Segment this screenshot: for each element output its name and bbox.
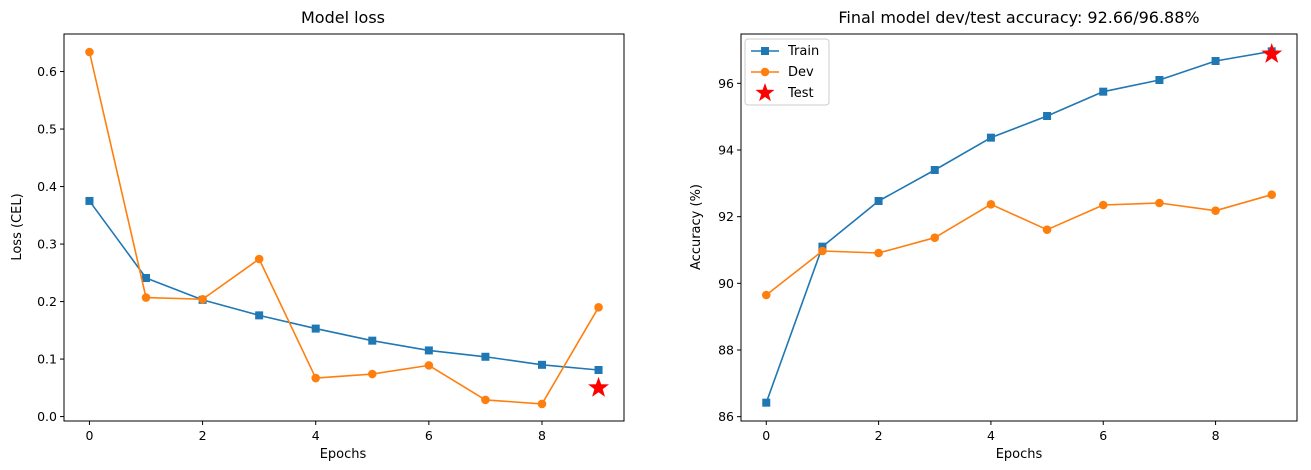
loss-xtick-label: 6 (425, 428, 433, 443)
loss-dev-point (141, 293, 151, 302)
loss-train-point (368, 336, 377, 345)
legend-train-label: Train (787, 44, 819, 59)
loss-chart: Model loss Epochs Loss (CEL) 0 2 4 6 8 0.0 0.1… (10, 8, 625, 462)
accuracy-dev-point (1155, 198, 1164, 208)
loss-train-point (537, 360, 546, 369)
legend-test-marker (755, 83, 775, 102)
loss-ytick-label: 0.0 (37, 409, 57, 424)
accuracy-train-point (1043, 112, 1052, 120)
loss-ytick-label: 0.5 (37, 122, 57, 137)
loss-dev-point (254, 254, 264, 264)
loss-test-point (588, 376, 610, 397)
accuracy-ytick-label: 86 (718, 409, 734, 424)
loss-train-point (481, 352, 490, 361)
accuracy-chart: Final model dev/test accuracy: 92.66/96.… (689, 8, 1298, 462)
accuracy-dev-point (1267, 190, 1277, 199)
accuracy-xtick-label: 8 (1212, 428, 1220, 443)
loss-dev-point (311, 373, 321, 383)
loss-train-line (88, 200, 599, 371)
loss-train-point (311, 324, 320, 333)
legend-train-marker (761, 47, 769, 55)
accuracy-train-point (762, 398, 771, 407)
accuracy-train-point (818, 242, 827, 251)
loss-chart-frame (63, 33, 625, 422)
accuracy-dev-point (930, 233, 940, 242)
loss-dev-point (367, 369, 377, 379)
loss-train-point (594, 365, 603, 374)
loss-chart-ylabel: Loss (CEL) (10, 193, 25, 260)
loss-dev-point (85, 47, 94, 57)
loss-chart-plot-area (85, 47, 610, 409)
accuracy-ytick-label: 96 (718, 76, 734, 91)
accuracy-ytick-label: 92 (718, 209, 734, 224)
loss-ytick-label: 0.3 (37, 237, 57, 252)
accuracy-train-point (1211, 57, 1220, 65)
loss-xtick-label: 4 (312, 428, 320, 443)
accuracy-dev-point (986, 200, 996, 209)
loss-xtick-label: 2 (199, 428, 207, 443)
accuracy-dev-point (1098, 200, 1108, 210)
accuracy-xtick-label: 4 (987, 428, 995, 443)
loss-ytick-label: 0.1 (37, 352, 57, 367)
accuracy-train-point (930, 166, 939, 174)
loss-train-point (255, 311, 264, 320)
accuracy-xtick-label: 6 (1099, 428, 1107, 443)
accuracy-dev-point (1042, 225, 1052, 234)
loss-ytick-label: 0.4 (37, 179, 57, 194)
accuracy-train-line (765, 50, 1272, 403)
loss-dev-point (198, 294, 207, 304)
accuracy-test-point (1261, 43, 1283, 63)
loss-chart-title: Model loss (301, 8, 385, 27)
accuracy-dev-line (765, 193, 1272, 296)
accuracy-xtick-label: 0 (762, 428, 770, 443)
loss-ytick-label: 0.2 (37, 294, 57, 309)
loss-chart-ticks: 0 2 4 6 8 0.0 0.1 0.2 0.3 0.4 0.5 0.6 (37, 64, 546, 443)
accuracy-train-point (1155, 76, 1164, 84)
accuracy-dev-point (761, 290, 771, 300)
accuracy-chart-ylabel: Accuracy (%) (689, 184, 704, 270)
accuracy-dev-point (874, 248, 883, 258)
legend-dev-marker (760, 67, 770, 77)
accuracy-chart-title: Final model dev/test accuracy: 92.66/96.… (838, 8, 1199, 27)
accuracy-chart-xlabel: Epochs (996, 447, 1043, 462)
loss-xtick-label: 0 (85, 428, 93, 443)
accuracy-ytick-label: 94 (718, 143, 734, 158)
loss-train-point (85, 196, 94, 205)
accuracy-xtick-label: 2 (875, 428, 883, 443)
loss-xtick-label: 8 (538, 428, 546, 443)
accuracy-ytick-label: 88 (718, 343, 734, 358)
legend-test-label: Test (787, 86, 814, 101)
accuracy-train-point (986, 133, 995, 142)
loss-ytick-label: 0.6 (37, 64, 57, 79)
accuracy-ytick-label: 90 (718, 276, 734, 291)
accuracy-train-point (1099, 87, 1108, 96)
legend-dev-label: Dev (788, 65, 814, 80)
accuracy-chart-plot-area (761, 43, 1283, 407)
loss-dev-line (88, 51, 600, 405)
accuracy-dev-point (818, 246, 827, 256)
loss-chart-xlabel: Epochs (320, 447, 367, 462)
loss-train-point (142, 273, 151, 282)
loss-dev-point (537, 399, 547, 409)
accuracy-chart-ticks: 0 2 4 6 8 86 88 90 92 94 96 (718, 76, 1219, 443)
accuracy-chart-legend: Train Dev Test (744, 38, 830, 106)
accuracy-train-point (874, 197, 883, 205)
loss-train-point (424, 346, 433, 355)
accuracy-dev-point (1211, 206, 1220, 215)
accuracy-chart-frame (740, 33, 1298, 422)
loss-dev-point (481, 395, 490, 405)
loss-dev-point (594, 303, 603, 312)
loss-dev-point (424, 361, 434, 370)
